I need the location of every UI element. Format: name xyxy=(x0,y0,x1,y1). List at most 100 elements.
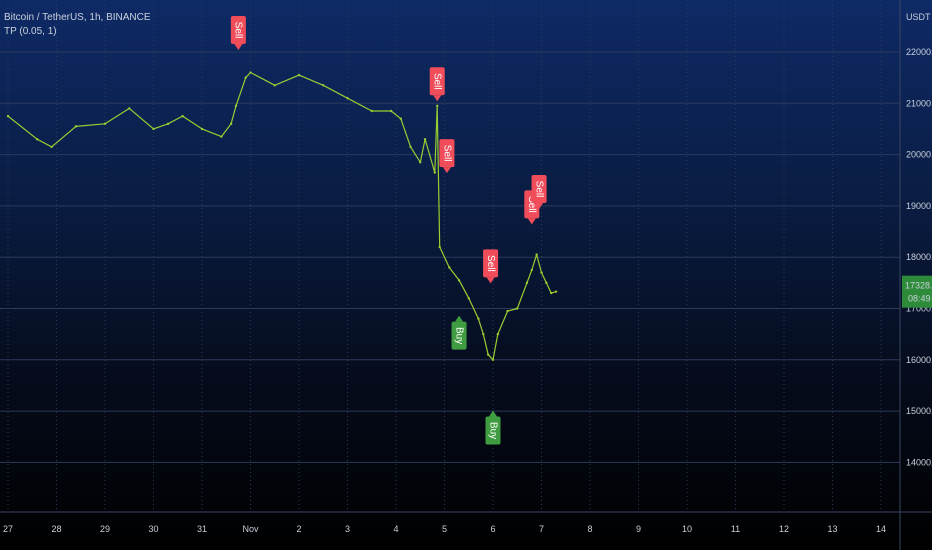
sell-label: Sell xyxy=(533,181,544,198)
x-tick-label: 14 xyxy=(876,524,886,534)
price-series-line xyxy=(7,71,557,361)
x-tick-label: 27 xyxy=(3,524,13,534)
price-point xyxy=(181,114,184,118)
sell-label: Sell xyxy=(485,255,496,272)
price-axis-unit: USDT xyxy=(906,12,931,22)
sell-label: Sell xyxy=(432,73,443,90)
x-tick-label: 12 xyxy=(779,524,789,534)
price-point xyxy=(229,122,233,126)
price-point xyxy=(477,317,480,320)
price-point xyxy=(530,268,533,272)
x-tick-label: 10 xyxy=(682,524,692,534)
y-tick-label: 14000.00 xyxy=(906,457,932,467)
price-point xyxy=(535,253,538,256)
price-point xyxy=(273,84,276,87)
y-tick-label: 21000.00 xyxy=(906,98,932,108)
price-point xyxy=(234,104,238,108)
x-tick-label: 5 xyxy=(442,524,447,534)
y-tick-label: 22000.00 xyxy=(906,47,932,57)
price-point xyxy=(550,291,553,295)
x-tick-label: 30 xyxy=(148,524,158,534)
x-tick-label: 2 xyxy=(296,524,301,534)
price-point xyxy=(448,266,451,269)
x-tick-label: 31 xyxy=(197,524,207,534)
price-point xyxy=(103,122,107,126)
price-point xyxy=(433,171,436,174)
x-tick-label: 7 xyxy=(539,524,544,534)
sell-arrow xyxy=(442,167,451,174)
price-point xyxy=(322,84,325,87)
price-point xyxy=(457,279,461,282)
sell-marker xyxy=(531,175,547,204)
y-tick-label: 19000.00 xyxy=(906,201,932,211)
buy-arrow xyxy=(489,410,497,417)
sell-marker xyxy=(483,249,499,278)
price-point xyxy=(249,71,252,74)
y-tick-label: 20000.00 xyxy=(906,150,932,160)
price-point xyxy=(220,135,223,138)
x-tick-label: 4 xyxy=(393,524,398,534)
sell-arrow xyxy=(234,44,243,50)
x-tick-label: 11 xyxy=(731,524,740,534)
price-point xyxy=(297,73,301,77)
sell-arrow xyxy=(527,218,536,225)
y-tick-label: 18000.00 xyxy=(906,252,932,262)
price-point xyxy=(516,307,519,310)
buy-label: Buy xyxy=(453,327,464,344)
y-tick-label: 17000.00 xyxy=(906,304,932,314)
price-point xyxy=(128,107,131,110)
price-point xyxy=(244,76,247,79)
price-point xyxy=(486,353,490,356)
price-point xyxy=(491,358,495,361)
buy-arrow xyxy=(455,315,464,322)
x-tick-label: Nov xyxy=(242,524,259,534)
sell-arrow xyxy=(486,277,495,284)
buy-marker xyxy=(451,321,467,350)
price-point xyxy=(74,125,78,128)
sell-label: Sell xyxy=(233,22,244,39)
price-point xyxy=(506,309,509,313)
price-point xyxy=(438,245,441,249)
price-point xyxy=(540,271,543,274)
price-point xyxy=(419,161,422,164)
price-point xyxy=(6,114,10,118)
price-point xyxy=(545,281,548,285)
buy-marker xyxy=(485,416,501,445)
price-point xyxy=(554,290,558,293)
price-point xyxy=(389,109,393,113)
price-point xyxy=(525,281,529,285)
sell-arrow xyxy=(433,95,442,102)
sell-label: Sell xyxy=(441,145,452,162)
price-point xyxy=(346,96,349,100)
price-point xyxy=(152,127,155,131)
current-price-badge xyxy=(902,275,932,308)
x-tick-label: 3 xyxy=(345,524,350,534)
x-tick-label: 29 xyxy=(100,524,110,534)
price-point xyxy=(35,138,39,141)
price-point xyxy=(409,145,412,149)
y-tick-label: 16000.00 xyxy=(906,355,932,365)
countdown-label: 08:49 xyxy=(908,294,931,304)
indicator-legend[interactable]: TP (0.05, 1) xyxy=(4,26,57,37)
price-point xyxy=(166,122,170,126)
price-point xyxy=(399,117,403,120)
buy-label: Buy xyxy=(487,422,498,439)
x-tick-label: 9 xyxy=(636,524,641,534)
price-point xyxy=(423,138,427,141)
x-tick-label: 28 xyxy=(51,524,61,534)
price-point xyxy=(50,145,53,149)
sell-label: Sell xyxy=(526,196,537,213)
sell-marker xyxy=(439,139,455,168)
price-point xyxy=(482,332,485,336)
price-point xyxy=(370,109,373,113)
price-point xyxy=(496,332,500,336)
x-tick-label: 8 xyxy=(587,524,592,534)
price-point xyxy=(200,127,204,131)
x-tick-label: 6 xyxy=(490,524,495,534)
symbol-legend[interactable]: Bitcoin / TetherUS, 1h, BINANCE xyxy=(4,12,151,23)
y-tick-label: 15000.00 xyxy=(906,406,932,416)
x-tick-label: 13 xyxy=(827,524,837,534)
price-point xyxy=(467,297,470,300)
